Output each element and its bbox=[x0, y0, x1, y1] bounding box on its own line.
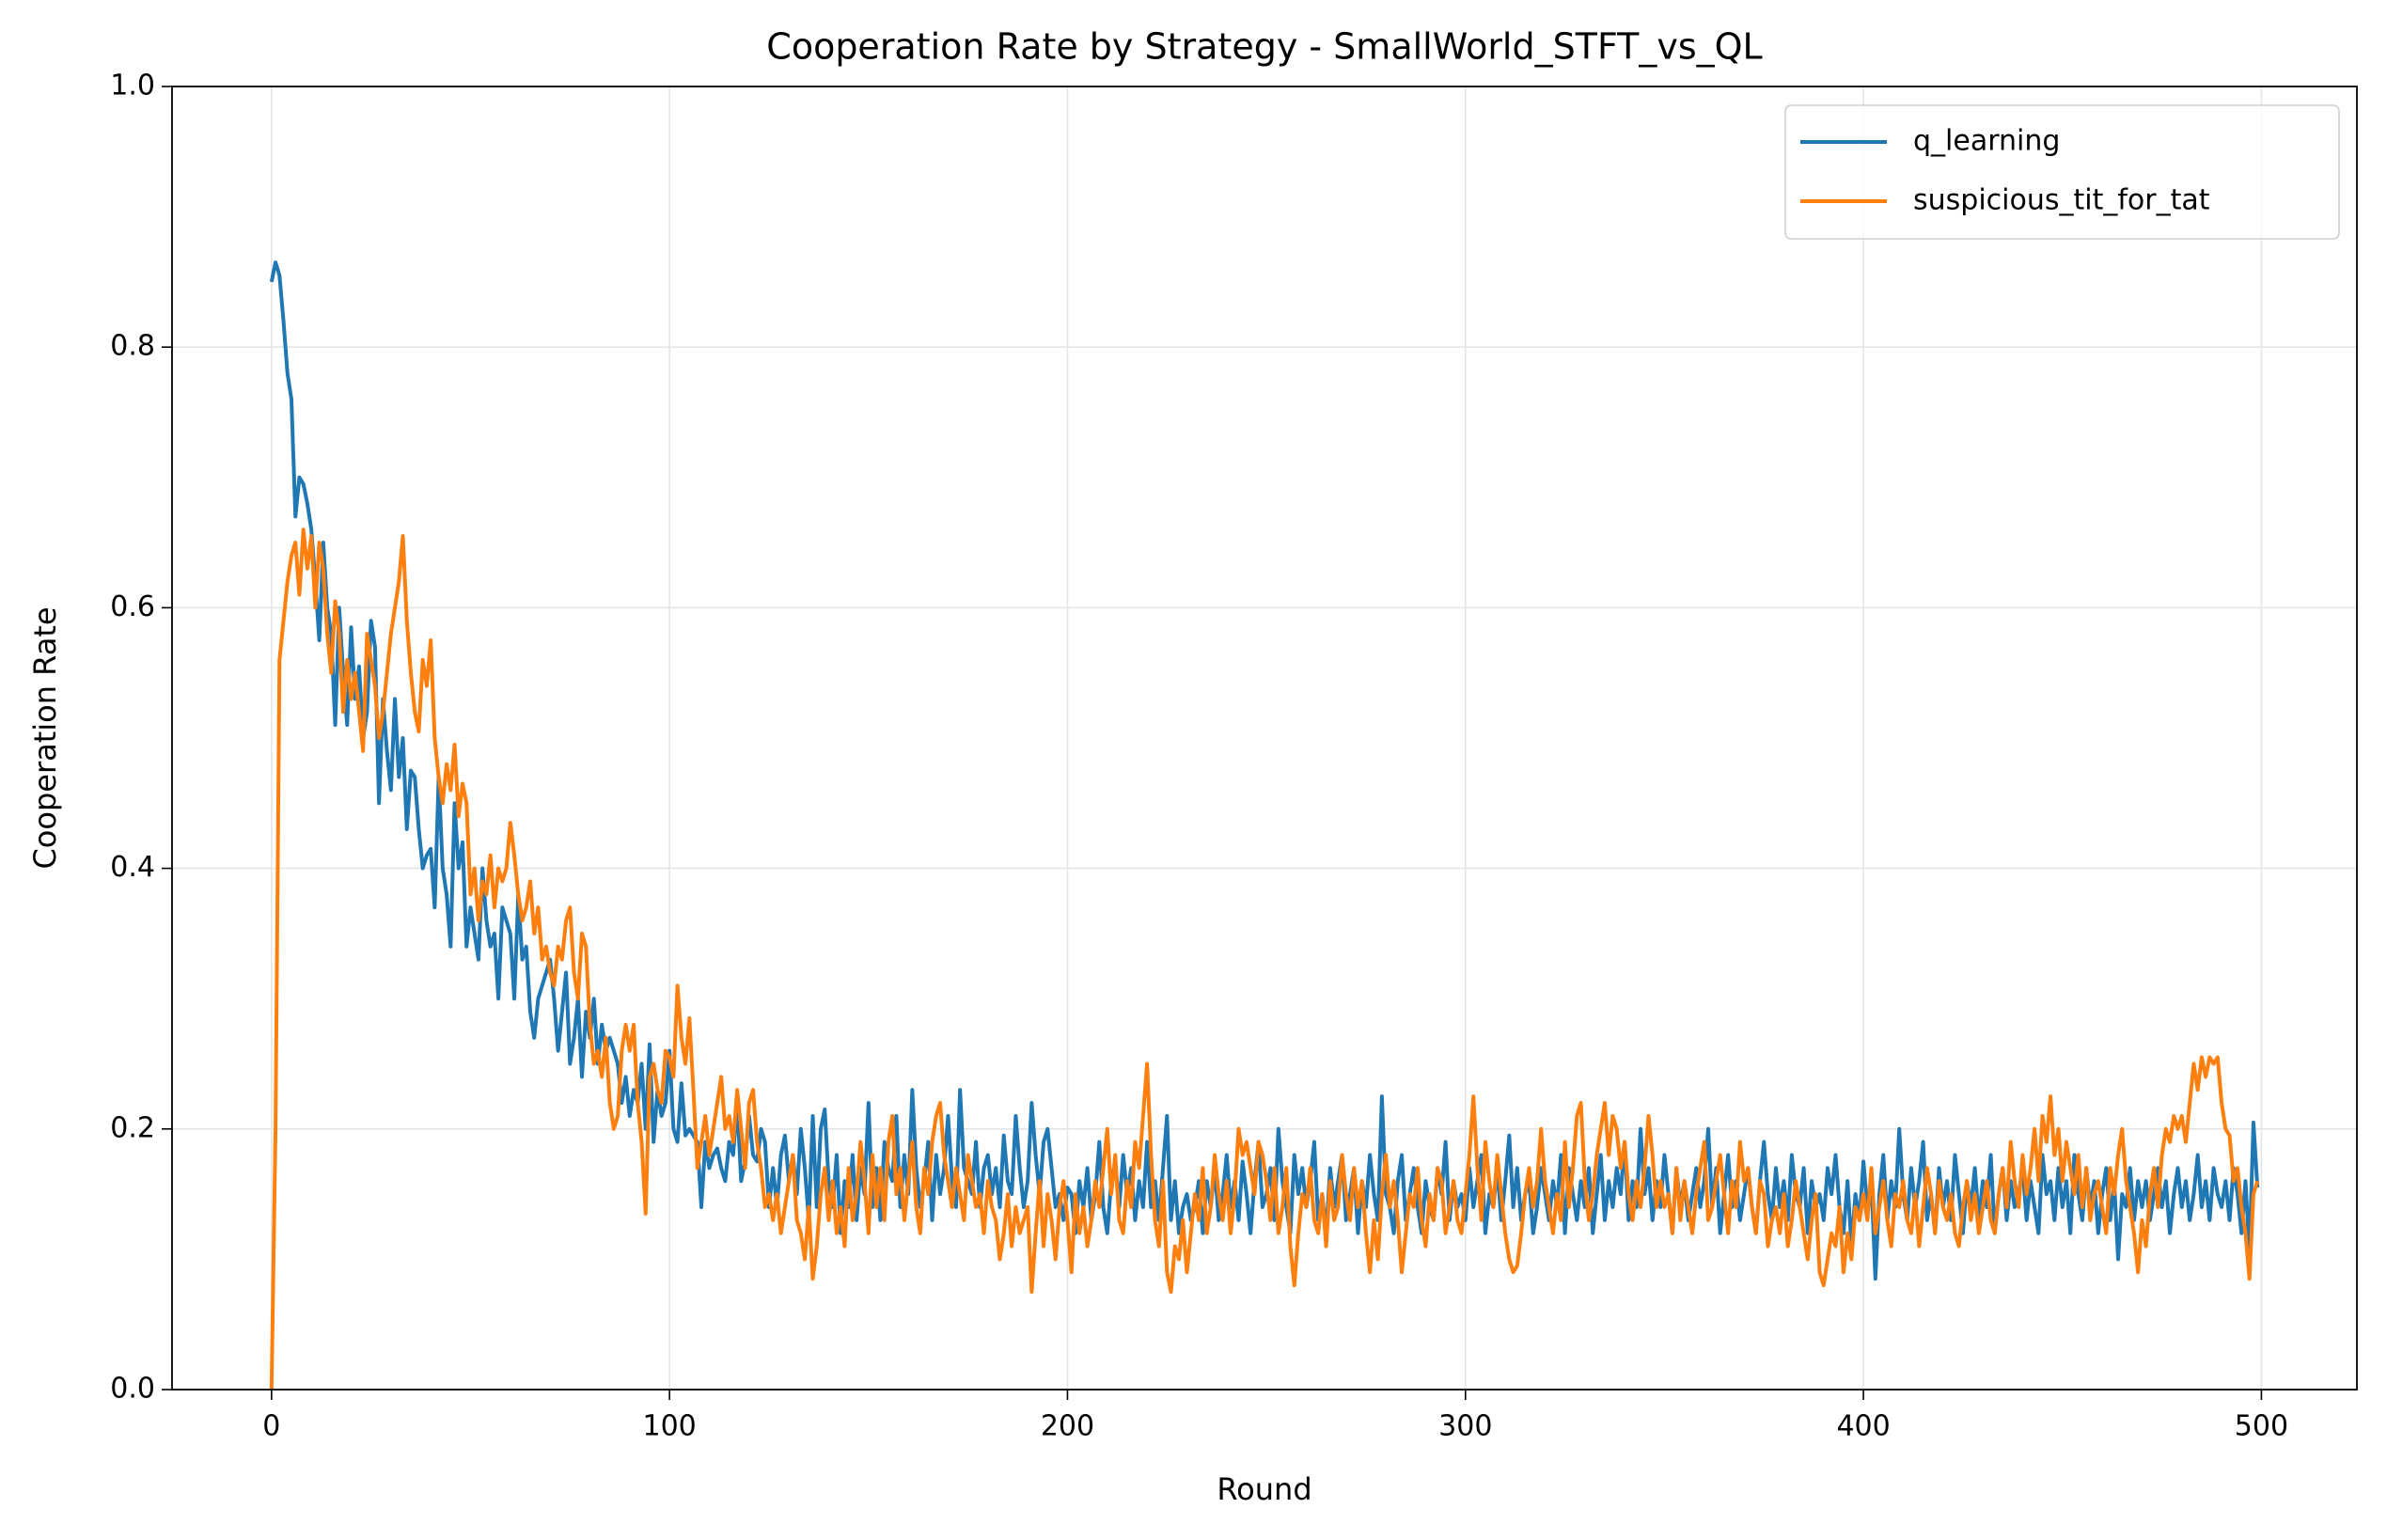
y-tick-label: 0.6 bbox=[110, 590, 155, 623]
x-axis-label: Round bbox=[1217, 1471, 1311, 1507]
plot-frame bbox=[171, 86, 2358, 1391]
y-tick-label: 0.0 bbox=[110, 1373, 155, 1406]
data-line bbox=[269, 260, 2260, 1281]
legend-label: suspicious_tit_for_tat bbox=[1913, 184, 2210, 217]
y-tick-label: 0.4 bbox=[110, 851, 155, 884]
x-tick-label: 300 bbox=[1438, 1410, 1492, 1443]
x-tick-label: 200 bbox=[1041, 1410, 1094, 1443]
x-tick-label: 0 bbox=[262, 1410, 280, 1443]
legend-box bbox=[1784, 104, 2340, 240]
chart-title: Cooperation Rate by Strategy - SmallWorl… bbox=[766, 26, 1762, 68]
y-tick-label: 0.8 bbox=[110, 330, 155, 363]
y-axis-label: Cooperation Rate bbox=[27, 606, 63, 869]
data-line bbox=[269, 527, 2260, 1391]
x-tick-label: 100 bbox=[643, 1410, 697, 1443]
y-tick-label: 0.2 bbox=[110, 1111, 155, 1144]
x-tick-label: 400 bbox=[1836, 1410, 1890, 1443]
y-tick-label: 1.0 bbox=[110, 70, 155, 102]
legend-label: q_learning bbox=[1913, 125, 2060, 158]
x-tick-label: 500 bbox=[2235, 1410, 2288, 1443]
